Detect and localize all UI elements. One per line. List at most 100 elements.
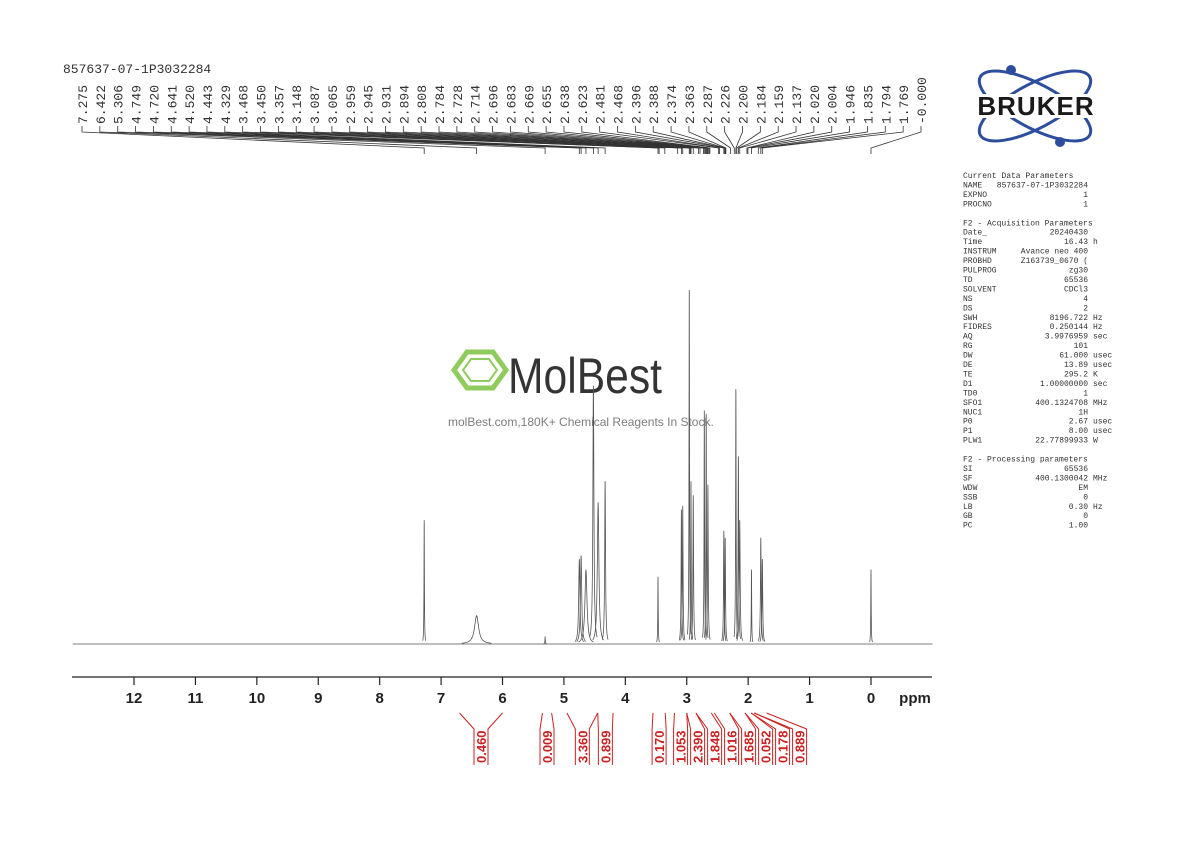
spectrum-peak xyxy=(869,569,873,643)
parameter-unit: W xyxy=(1093,437,1098,446)
peak-label: 2.363 xyxy=(683,85,698,124)
peak-connector xyxy=(206,126,599,154)
integral-bracket xyxy=(651,712,667,765)
parameter-key: PROCNO xyxy=(963,200,992,209)
parameter-unit: Hz xyxy=(1093,503,1103,512)
parameter-heading: Current Data Parameters xyxy=(963,172,1074,181)
parameter-key: GB xyxy=(963,512,973,521)
integral-bracket xyxy=(566,712,599,765)
peak-connector xyxy=(385,126,692,154)
parameter-heading: F2 - Acquisition Parameters xyxy=(963,219,1093,228)
peak-label: 4.749 xyxy=(130,85,145,124)
parameter-value: 3.9976959 xyxy=(1045,333,1088,342)
peak-connector xyxy=(260,126,660,154)
parameter-unit: Hz xyxy=(1093,323,1103,332)
parameter-key: DS xyxy=(963,304,973,313)
parameter-value: 400.1300042 xyxy=(1035,474,1088,483)
integral-bracket xyxy=(729,712,757,765)
peak-label: 1.835 xyxy=(861,85,876,124)
peak-label: 2.396 xyxy=(629,85,644,124)
parameter-key: NUC1 xyxy=(963,408,982,417)
parameter-value: 1.00000000 xyxy=(1040,380,1088,389)
peak-connector xyxy=(492,126,706,154)
x-axis-label: ppm xyxy=(899,690,931,707)
peak-connector xyxy=(724,126,735,154)
spectrum-peak xyxy=(703,413,709,638)
parameter-value: 0.250144 xyxy=(1050,323,1089,332)
peak-label: 2.669 xyxy=(522,85,537,124)
integral-label: 2.390 xyxy=(691,730,706,763)
logo-backdrop xyxy=(958,94,1114,118)
parameter-value: 0 xyxy=(1083,493,1088,502)
peak-connector xyxy=(153,126,582,154)
peak-connector xyxy=(331,126,684,154)
parameter-value: 4 xyxy=(1083,295,1088,304)
spectrum-peak xyxy=(543,635,547,645)
integral-bracket xyxy=(459,712,503,765)
parameter-heading: F2 - Processing parameters xyxy=(963,456,1088,465)
parameter-value: 101 xyxy=(1074,342,1089,351)
x-tick-label: 4 xyxy=(621,690,630,707)
peak-label: 2.200 xyxy=(736,85,751,124)
peak-label: 2.683 xyxy=(504,85,519,124)
parameter-key: TE xyxy=(963,370,973,379)
parameter-key: D1 xyxy=(963,380,973,389)
watermark: MolBest molBest.com,180K+ Chemical Reage… xyxy=(448,348,714,429)
peak-connector xyxy=(736,126,761,154)
x-tick-label: 3 xyxy=(683,690,691,707)
peak-connector xyxy=(688,126,727,154)
parameter-value: 65536 xyxy=(1064,465,1088,474)
peak-label: 2.137 xyxy=(790,85,805,124)
watermark-icon xyxy=(461,358,499,382)
parameter-key: AQ xyxy=(963,333,973,342)
parameter-value: 0.30 xyxy=(1069,503,1088,512)
parameter-key: PROBHD xyxy=(963,257,992,266)
spectrum-peak xyxy=(759,559,766,642)
peak-label: 2.374 xyxy=(665,85,680,124)
parameter-value: 400.1324708 xyxy=(1035,399,1088,408)
parameter-key: WDW xyxy=(963,484,978,493)
peak-label: 2.638 xyxy=(558,85,573,124)
peak-label: 3.357 xyxy=(272,85,287,124)
parameter-key: TD xyxy=(963,276,973,285)
spectrum-peak xyxy=(422,520,427,641)
parameter-unit: MHz xyxy=(1093,474,1108,483)
spectrum-peak xyxy=(656,576,660,643)
peak-label: 2.623 xyxy=(576,85,591,124)
peak-connector xyxy=(737,126,779,154)
peak-connector xyxy=(117,126,546,154)
parameter-key: P0 xyxy=(963,418,973,427)
peak-connector xyxy=(761,126,904,154)
x-tick-label: 0 xyxy=(867,690,875,707)
parameter-value: 65536 xyxy=(1064,276,1088,285)
parameter-value: 2 xyxy=(1083,304,1088,313)
logo-text: BRUKER xyxy=(977,91,1094,121)
peak-connector xyxy=(747,126,833,154)
peak-label: -0.000 xyxy=(915,77,930,124)
peak-label: 5.306 xyxy=(112,85,127,124)
peak-label: 2.931 xyxy=(379,85,394,124)
parameter-key: Date_ xyxy=(963,229,987,238)
parameter-key: PC xyxy=(963,522,973,531)
peak-label: 1.794 xyxy=(879,85,894,124)
peak-connector xyxy=(224,126,606,154)
peak-connector xyxy=(295,126,679,154)
integral-bracket xyxy=(744,712,774,765)
x-tick-label: 8 xyxy=(375,690,383,707)
spectrum-peak xyxy=(574,559,585,642)
peak-connector xyxy=(757,126,868,154)
parameter-key: INSTRUM xyxy=(963,248,997,257)
peak-connector xyxy=(670,126,726,154)
peak-label: 2.020 xyxy=(808,85,823,124)
peak-connector xyxy=(510,126,707,154)
peak-label: 3.148 xyxy=(290,85,305,124)
peak-label: 2.696 xyxy=(487,85,502,124)
integral-label: 1.848 xyxy=(708,730,723,763)
peak-label: 2.159 xyxy=(772,85,787,124)
integral-label: 0.009 xyxy=(540,730,555,763)
parameter-value: 1 xyxy=(1083,389,1088,398)
peak-label: 2.959 xyxy=(344,85,359,124)
peak-label: 2.388 xyxy=(647,85,662,124)
integral-bracket xyxy=(713,712,740,765)
